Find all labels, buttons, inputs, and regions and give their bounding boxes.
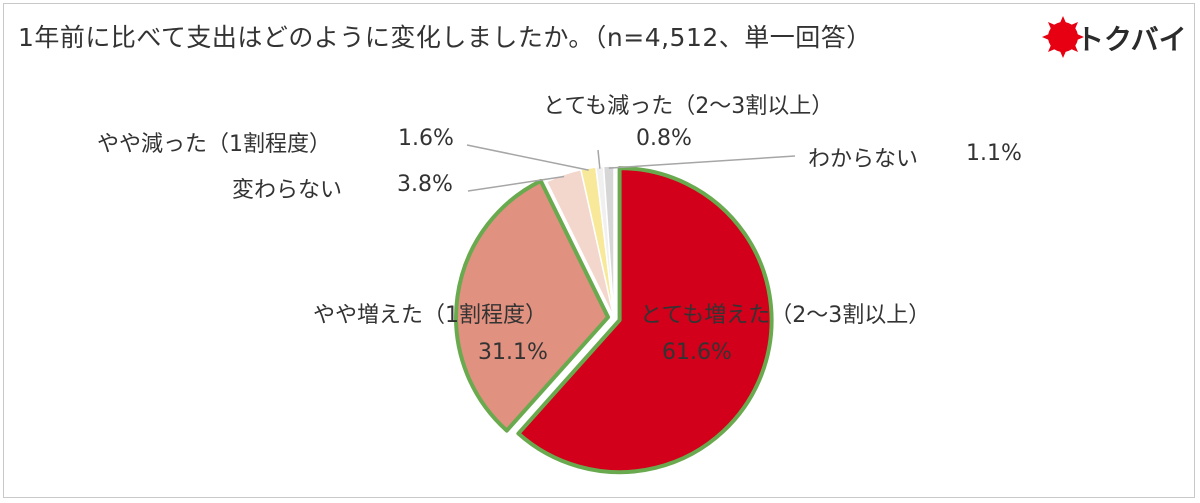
value-label-very-decreased: 0.8% [636,126,692,151]
category-label-unknown: わからない [808,147,919,172]
logo-text: トクバイ [1076,23,1187,56]
category-label-slightly-increased: やや増えた（1割程度） [313,303,547,328]
value-label-very-increased: 61.6% [662,340,732,365]
pie-slice-unknown [602,165,615,319]
category-label-slightly-decreased: やや減った（1割程度） [97,132,331,157]
leader-line-unchanged [467,175,565,192]
value-label-slightly-increased: 31.1% [478,340,548,365]
value-label-unchanged: 3.8% [397,172,453,197]
value-label-unknown: 1.1% [966,141,1022,166]
category-label-very-decreased: とても減った（2～3割以上） [543,94,834,119]
pie-slice-slightly-increased [454,178,611,433]
value-label-slightly-decreased: 1.6% [398,126,454,151]
leader-line-very-decreased [597,149,601,169]
leader-line-unknown [608,155,796,169]
category-label-unchanged: 変わらない [232,178,343,203]
logo-icon [1042,16,1084,58]
leader-line-slightly-decreased [466,144,589,171]
category-label-very-increased: とても増えた（2～3割以上） [640,303,931,328]
pie-slice-very-increased [516,166,774,475]
chart-title: 1年前に比べて支出はどのように変化しましたか。（n=4,512、単一回答） [18,23,872,52]
